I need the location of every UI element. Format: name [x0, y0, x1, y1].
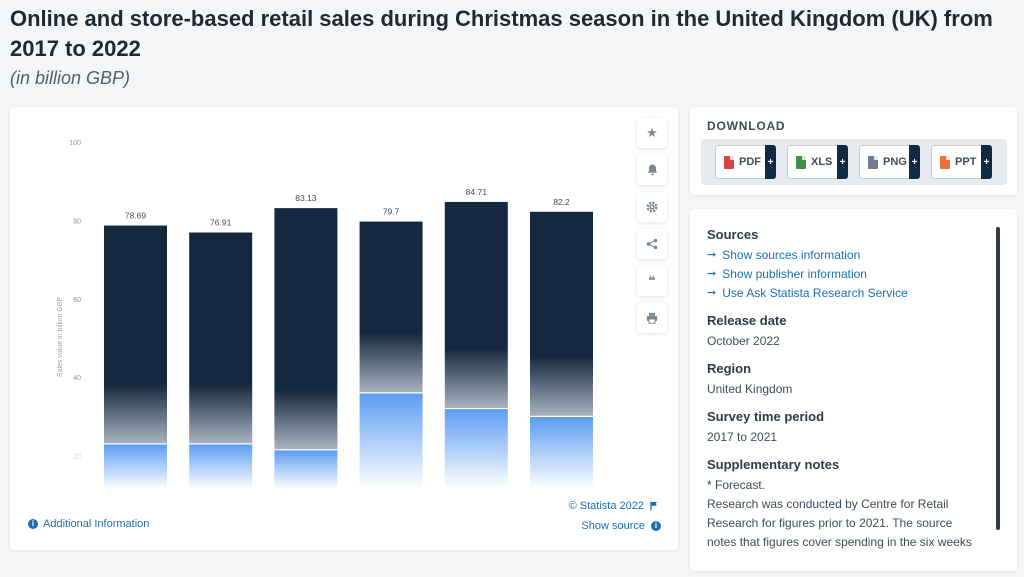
bar-value-label: 82.2 [553, 197, 570, 207]
share-icon[interactable] [637, 229, 667, 259]
supplementary-notes-heading: Supplementary notes [707, 457, 840, 472]
bar-value-label: 76.91 [210, 218, 232, 228]
bar-online[interactable] [104, 443, 167, 489]
supplementary-notes-line: Research for figures prior to 2021. The … [707, 516, 953, 530]
bar-chart: 100 80 60 40 20 Sales value in billion GBP 78.… [57, 140, 593, 489]
link-text: Show publisher information [722, 267, 867, 281]
flag-icon [650, 501, 657, 511]
supplementary-notes-line: notes that figures cover spending in the… [707, 535, 972, 549]
page-title: Online and store-based retail sales duri… [10, 6, 993, 61]
bar-value-label: 78.69 [125, 211, 147, 221]
info-icon: i [651, 521, 661, 531]
show-sources-information-link[interactable]: ➞ Show sources information [707, 246, 989, 265]
region-heading: Region [707, 361, 752, 376]
bar-online[interactable] [444, 408, 508, 489]
bar-store-based[interactable] [104, 225, 167, 444]
show-publisher-information-link[interactable]: ➞ Show publisher information [707, 265, 989, 284]
download-pdf-label: PDF [739, 156, 761, 168]
bar-online[interactable] [359, 392, 423, 489]
chart-toolbar: ★ ❝ [637, 118, 667, 340]
download-card: DOWNLOAD PDF + XLS + PNG + PPT + [690, 107, 1017, 195]
bar-online[interactable] [189, 443, 253, 489]
download-ppt-label: PPT [955, 156, 977, 168]
bar-store-based[interactable] [444, 201, 508, 409]
ppt-file-icon [940, 155, 950, 169]
bar-store-based[interactable] [189, 232, 253, 444]
download-xls-button[interactable]: XLS + [787, 145, 848, 179]
y-tick-label: 60 [73, 297, 81, 304]
arrow-right-icon: ➞ [707, 287, 717, 299]
arrow-right-icon: ➞ [707, 249, 717, 261]
pdf-file-icon [724, 155, 734, 169]
supplementary-notes-line: * Forecast. [707, 478, 766, 492]
download-xls-label: XLS [811, 156, 833, 168]
download-png-label: PNG [883, 156, 907, 168]
plus-icon: + [765, 145, 776, 179]
y-tick-label: 80 [73, 218, 81, 225]
y-tick-label: 40 [73, 375, 81, 382]
chart-card: 100 80 60 40 20 Sales value in billion GBP 78.… [10, 107, 678, 550]
survey-time-period-value: 2017 to 2021 [707, 430, 778, 444]
plus-icon: + [981, 145, 992, 179]
additional-information-text: Additional Information [43, 518, 150, 530]
info-icon: i [28, 519, 38, 529]
sources-heading: Sources [707, 227, 759, 242]
plus-icon: + [837, 145, 848, 179]
page-subtitle: (in billion GBP) [10, 68, 131, 88]
release-date-heading: Release date [707, 313, 787, 328]
additional-information-link[interactable]: i Additional Information [28, 518, 149, 530]
arrow-right-icon: ➞ [707, 268, 717, 280]
quote-icon[interactable]: ❝ [637, 266, 667, 296]
png-file-icon [868, 155, 878, 169]
statista-credit[interactable]: © Statista 2022 [569, 500, 658, 512]
download-heading: DOWNLOAD [707, 119, 786, 133]
scrollbar[interactable] [996, 227, 1000, 530]
credit-text: © Statista 2022 [568, 500, 644, 512]
download-pdf-button[interactable]: PDF + [715, 145, 776, 179]
gear-icon[interactable] [637, 192, 667, 222]
statistic-details-card: Sources ➞ Show sources information ➞ Show … [690, 209, 1017, 571]
y-axis-label: Sales value in billion GBP [57, 297, 64, 377]
region-value: United Kingdom [707, 382, 793, 396]
survey-time-period-heading: Survey time period [707, 409, 825, 424]
bar-value-label: 83.13 [295, 193, 317, 203]
ask-statista-research-link[interactable]: ➞ Use Ask Statista Research Service [707, 284, 989, 303]
download-png-button[interactable]: PNG + [859, 145, 920, 179]
download-ppt-button[interactable]: PPT + [931, 145, 992, 179]
plus-icon: + [909, 145, 920, 179]
bar-online[interactable] [530, 416, 593, 489]
bell-icon[interactable] [637, 155, 667, 185]
link-text: Show sources information [722, 248, 861, 262]
show-source-link[interactable]: Show source i [581, 520, 661, 532]
release-date-value: October 2022 [707, 334, 780, 348]
show-source-text: Show source [581, 520, 645, 532]
download-buttons: PDF + XLS + PNG + PPT + [701, 139, 1007, 185]
bar-store-based[interactable] [359, 221, 423, 393]
bar-value-label: 79.7 [383, 207, 400, 217]
bar-online[interactable] [274, 449, 338, 489]
bar-value-label: 84.71 [466, 187, 488, 197]
print-icon[interactable] [637, 303, 667, 333]
y-tick-label: 20 [73, 454, 81, 461]
xls-file-icon [796, 155, 806, 169]
star-icon[interactable]: ★ [637, 118, 667, 148]
supplementary-notes-line: Research was conducted by Centre for Ret… [707, 497, 949, 511]
y-tick-label: 100 [69, 140, 81, 147]
bar-store-based[interactable] [530, 211, 593, 417]
link-text: Use Ask Statista Research Service [722, 286, 908, 300]
bar-store-based[interactable] [274, 208, 338, 450]
